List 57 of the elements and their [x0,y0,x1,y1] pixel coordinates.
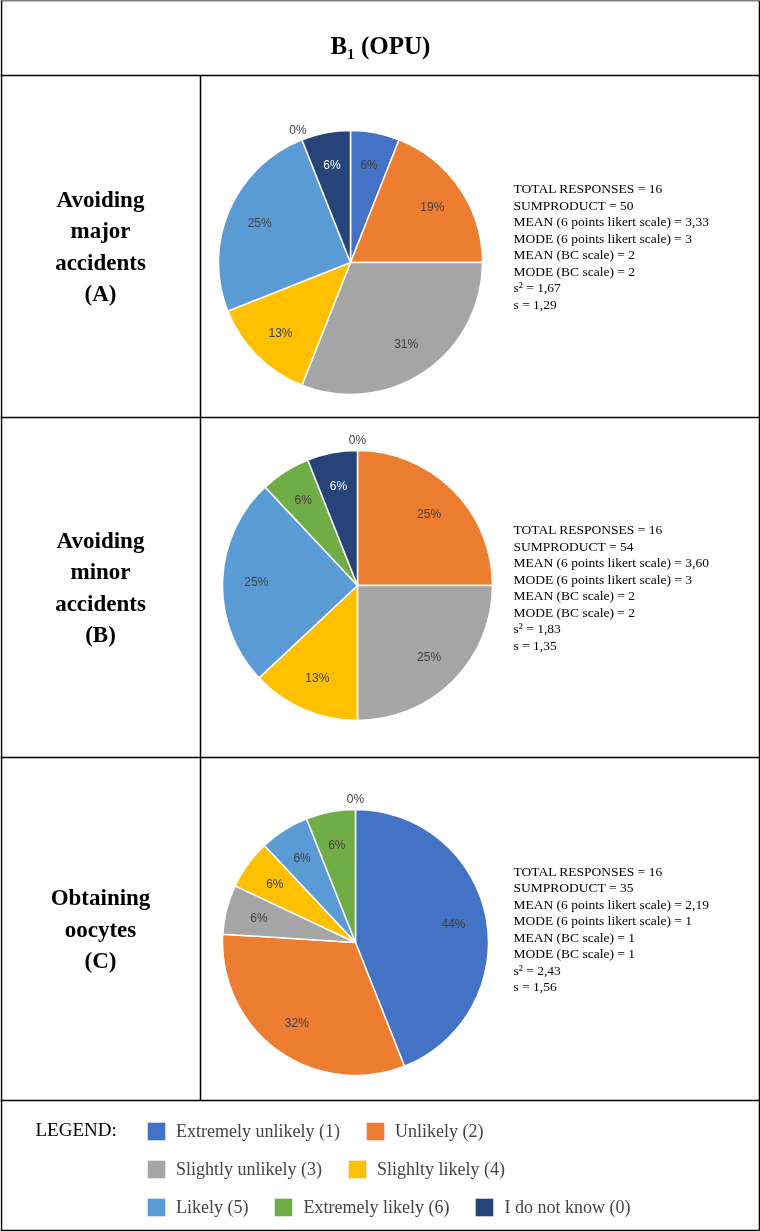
text: TOTAL RESPONSES = 16 [513,522,663,538]
text: MODE (BC scale) = 2 [513,604,636,620]
data-label: 6% [329,479,348,494]
legend-label: Likely (5) [176,1196,249,1218]
data-label: 6% [328,837,346,852]
text: MEAN (BC scale) = 1 [513,929,636,945]
data-label: 6% [266,876,284,891]
legend-label: Slighlty likely (4) [377,1158,505,1180]
data-label: 19% [420,199,445,214]
legend-label: Extremely unlikely (1) [176,1120,340,1142]
data-label: 6% [323,158,341,173]
legend-title: LEGEND: [35,1119,117,1140]
text: s = 1,56 [513,979,557,995]
text: 0% [348,432,367,447]
text: Avoiding minor accidents (B) [55,528,146,647]
legend-label: Extremely likely (6) [303,1196,450,1218]
data-label: 25% [417,506,442,521]
text: Obtaining oocytes (C) [50,885,151,973]
legend-label: Unlikely (2) [394,1120,484,1142]
data-label: 44% [441,916,466,931]
chart-subtitle: B₁ (OPU) [330,32,431,60]
text: MODE (6 points likert scale) = 3 [513,230,693,246]
data-label: 25% [247,216,272,231]
data-label: 32% [284,1016,310,1031]
text: s = 1,29 [513,296,557,312]
text: MODE (BC scale) = 1 [513,946,636,962]
text: 0% [346,791,365,806]
text: MEAN (6 points likert scale) = 3,60 [513,555,710,571]
text: TOTAL RESPONSES = 16 [513,181,663,197]
text: MEAN (6 points likert scale) = 3,33 [513,214,710,230]
text: Avoiding major accidents (A) [55,187,146,306]
text: s = 1,35 [513,637,557,653]
text: SUMPRODUCT = 50 [513,197,634,213]
legend-label: I do not know (0) [504,1196,631,1218]
text: MODE (6 points likert scale) = 3 [513,571,693,587]
data-label: 6% [250,910,268,925]
data-label: 31% [394,337,419,352]
text: SUMPRODUCT = 54 [513,538,634,554]
data-label: 13% [268,325,293,340]
text: s² = 2,43 [513,962,562,978]
text: SUMPRODUCT = 35 [513,880,634,896]
data-label: 6% [360,158,379,173]
data-label: 25% [417,650,442,665]
data-label: 13% [305,671,330,686]
text: MODE (6 points likert scale) = 1 [513,913,693,929]
data-label: 6% [294,493,313,508]
legend-label: Slightly unlikely (3) [176,1158,322,1180]
text: TOTAL RESPONSES = 16 [513,863,663,879]
data-label: 6% [293,851,312,866]
text: MODE (BC scale) = 2 [513,263,636,279]
text: s² = 1,83 [513,621,562,637]
text: 0% [289,122,307,137]
text: s² = 1,67 [513,280,562,296]
data-label: 25% [244,575,269,590]
text: MEAN (BC scale) = 2 [513,588,636,604]
text: MEAN (6 points likert scale) = 2,19 [513,896,710,912]
text: MEAN (BC scale) = 2 [513,247,636,263]
